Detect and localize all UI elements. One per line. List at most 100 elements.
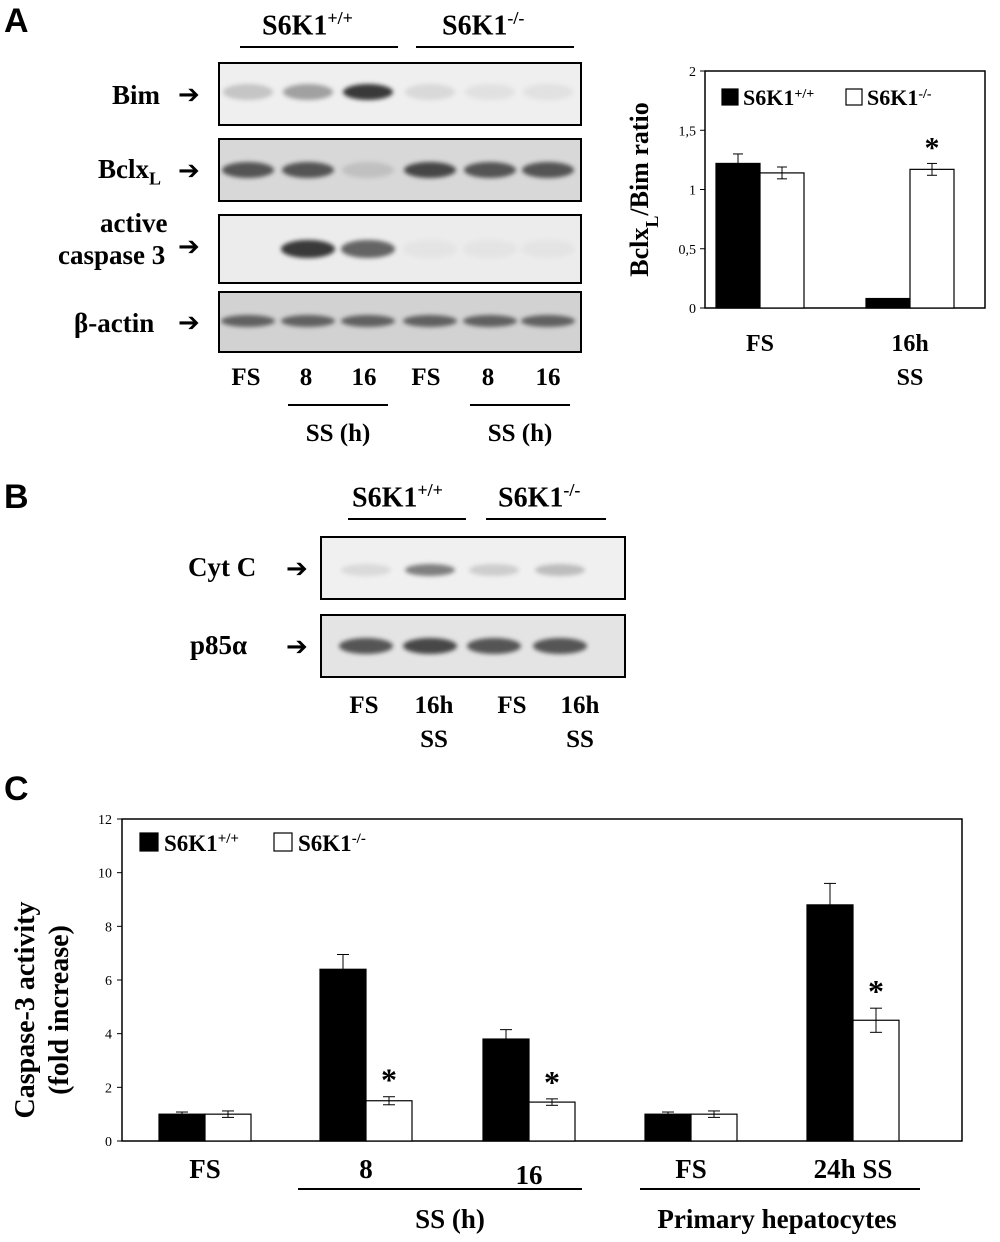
blot-band [523, 84, 573, 100]
legend-label-sup: +/+ [794, 87, 814, 102]
blot-band [521, 240, 575, 258]
group-ko-base: S6K1 [442, 10, 508, 42]
lane-label: 8 [481, 364, 495, 391]
panel-b-group-wt-line [348, 518, 466, 520]
bar [482, 1038, 530, 1142]
blot-band [464, 162, 516, 178]
group-ko-sup: -/- [507, 8, 525, 28]
lane-label-line1: 16h [560, 692, 600, 719]
panel-b-group-wt: S6K1+/+ [352, 480, 443, 514]
group-wt-sup: +/+ [327, 8, 353, 28]
ss-line-wt [288, 404, 388, 406]
y-tick-label: 1,5 [679, 124, 697, 139]
significance-mark: * [868, 973, 884, 1009]
blot-p85 [320, 614, 626, 678]
significance-mark: * [925, 131, 940, 164]
blot-actin [218, 291, 582, 353]
blot-band [403, 240, 457, 258]
legend-swatch [721, 88, 739, 106]
bar [909, 168, 955, 309]
x-category-label: 8 [359, 1154, 373, 1184]
row-label-bim: Bim [112, 80, 161, 110]
bar [865, 297, 911, 309]
lane-label: FS [231, 364, 261, 391]
panel-a-group-ko: S6K1-/- [442, 8, 524, 42]
lane-label: 8 [299, 364, 313, 391]
x-category-label: 16h [891, 331, 928, 357]
y-tick-label: 8 [105, 920, 112, 935]
lane-label-line1: FS [349, 692, 379, 719]
panel-a-group-wt: S6K1+/+ [262, 8, 353, 42]
x-category-label: 16 [516, 1160, 543, 1190]
ss-label-ko: SS (h) [487, 420, 553, 447]
bar [528, 1101, 576, 1142]
blot-band [341, 240, 395, 258]
lane-label: 16 [535, 364, 561, 391]
blot-band [222, 162, 274, 178]
bar [715, 162, 761, 309]
bclx-bim-ratio-chart: 0 0,5 1 1,5 2 BclxL/Bim ratio * FS 16h SS S6K1+/+ S… [625, 65, 986, 391]
panel-b-group-ko-line [486, 518, 606, 520]
blot-band [405, 564, 455, 576]
row-label-p85: p85α [190, 630, 248, 660]
blot-band [467, 638, 521, 654]
row-label-actin: β-actin [74, 308, 155, 338]
blot-band [341, 315, 395, 327]
group-wt-sup: +/+ [417, 480, 443, 500]
blot-band [522, 162, 574, 178]
panel-a-group-wt-line [240, 46, 398, 48]
lane-label-line1: FS [497, 692, 527, 719]
bar [806, 904, 854, 1142]
blot-band [343, 84, 393, 100]
panel-c-letter: C [4, 770, 29, 808]
panel-b-letter: B [4, 478, 29, 516]
y-tick-label: 10 [98, 867, 112, 882]
caspase3-activity-chart: 0 2 4 6 8 10 12 Caspase-3 activity (fold increas… [10, 813, 963, 1234]
legend-swatch [273, 832, 293, 852]
arrow-right-icon: ➔ [286, 554, 308, 584]
legend-swatch [845, 88, 863, 106]
blot-band [405, 84, 455, 100]
arrow-right-icon: ➔ [286, 632, 308, 662]
y-axis-label: Caspase-3 activity [10, 902, 41, 1119]
legend-label-sup: -/- [918, 87, 932, 102]
blot-band [404, 162, 456, 178]
blot-band [403, 315, 457, 327]
bar [204, 1113, 252, 1142]
x-category-label: FS [746, 331, 774, 357]
blot-band [535, 564, 585, 576]
y-tick-label: 1 [689, 184, 696, 199]
lane-label-line2: SS [420, 726, 448, 753]
blot-casp3 [218, 214, 582, 284]
bclx-sub: L [149, 168, 162, 189]
y-tick-label: 4 [105, 1028, 112, 1043]
legend-label: S6K1-/- [867, 85, 932, 110]
blot-bim [218, 62, 582, 126]
lane-label: 16 [351, 364, 377, 391]
group-ko-base: S6K1 [498, 482, 564, 514]
blot-band [342, 162, 394, 178]
y-tick-label: 2 [105, 1081, 112, 1096]
x-category-label: SS [897, 365, 924, 391]
blot-band [282, 162, 334, 178]
y-tick-label: 2 [689, 65, 696, 80]
lane-label-line1: 16h [414, 692, 454, 719]
legend-label: S6K1+/+ [743, 85, 814, 110]
lane-label: FS [411, 364, 441, 391]
blot-band [463, 315, 517, 327]
group-label-hepatocytes: Primary hepatocytes [657, 1204, 896, 1234]
group-wt-base: S6K1 [262, 10, 328, 42]
blot-bclx [218, 138, 582, 202]
panel-b-group-ko: S6K1-/- [498, 480, 580, 514]
row-label-cytc: Cyt C [188, 552, 257, 582]
arrow-right-icon: ➔ [178, 308, 200, 338]
legend-label-sup: +/+ [218, 831, 239, 847]
legend-swatch [139, 832, 159, 852]
blot-band [223, 84, 273, 100]
blot-band [221, 315, 275, 327]
lane-label-line2: SS [566, 726, 594, 753]
blot-band [533, 638, 587, 654]
row-label-casp3-line2: caspase 3 [58, 240, 166, 270]
ss-line-ko [470, 404, 570, 406]
blot-band [281, 240, 335, 258]
